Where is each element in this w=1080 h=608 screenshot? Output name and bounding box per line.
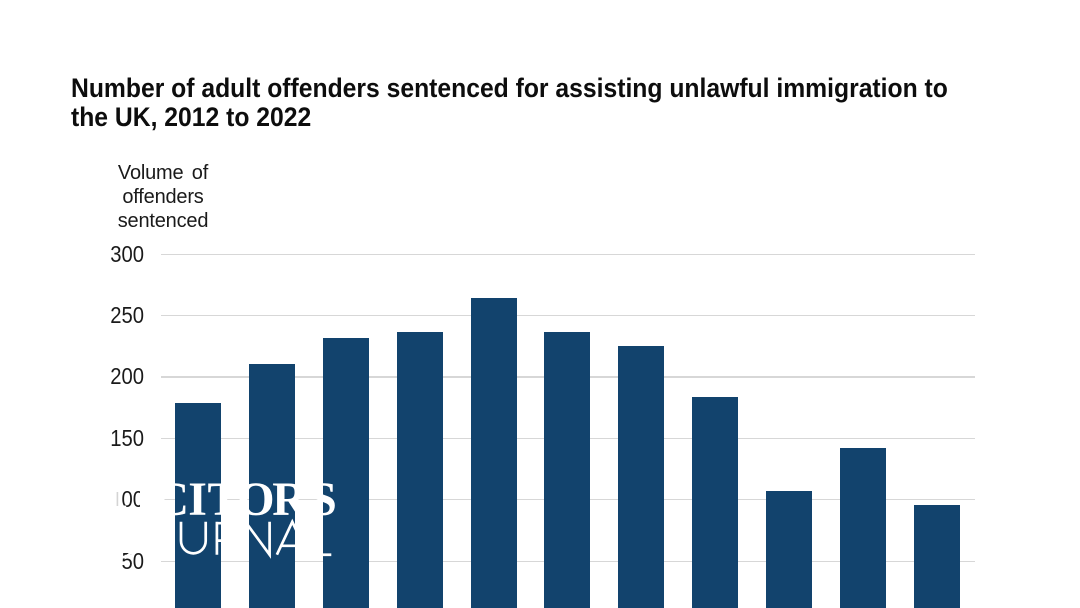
svg-text:I: I xyxy=(188,473,207,526)
svg-text:S: S xyxy=(39,473,66,526)
svg-text:S: S xyxy=(310,473,337,526)
svg-text:O: O xyxy=(67,473,104,526)
svg-text:T: T xyxy=(208,473,240,526)
svg-text:C: C xyxy=(154,473,189,526)
svg-text:R: R xyxy=(272,473,308,526)
svg-text:O: O xyxy=(237,473,274,526)
